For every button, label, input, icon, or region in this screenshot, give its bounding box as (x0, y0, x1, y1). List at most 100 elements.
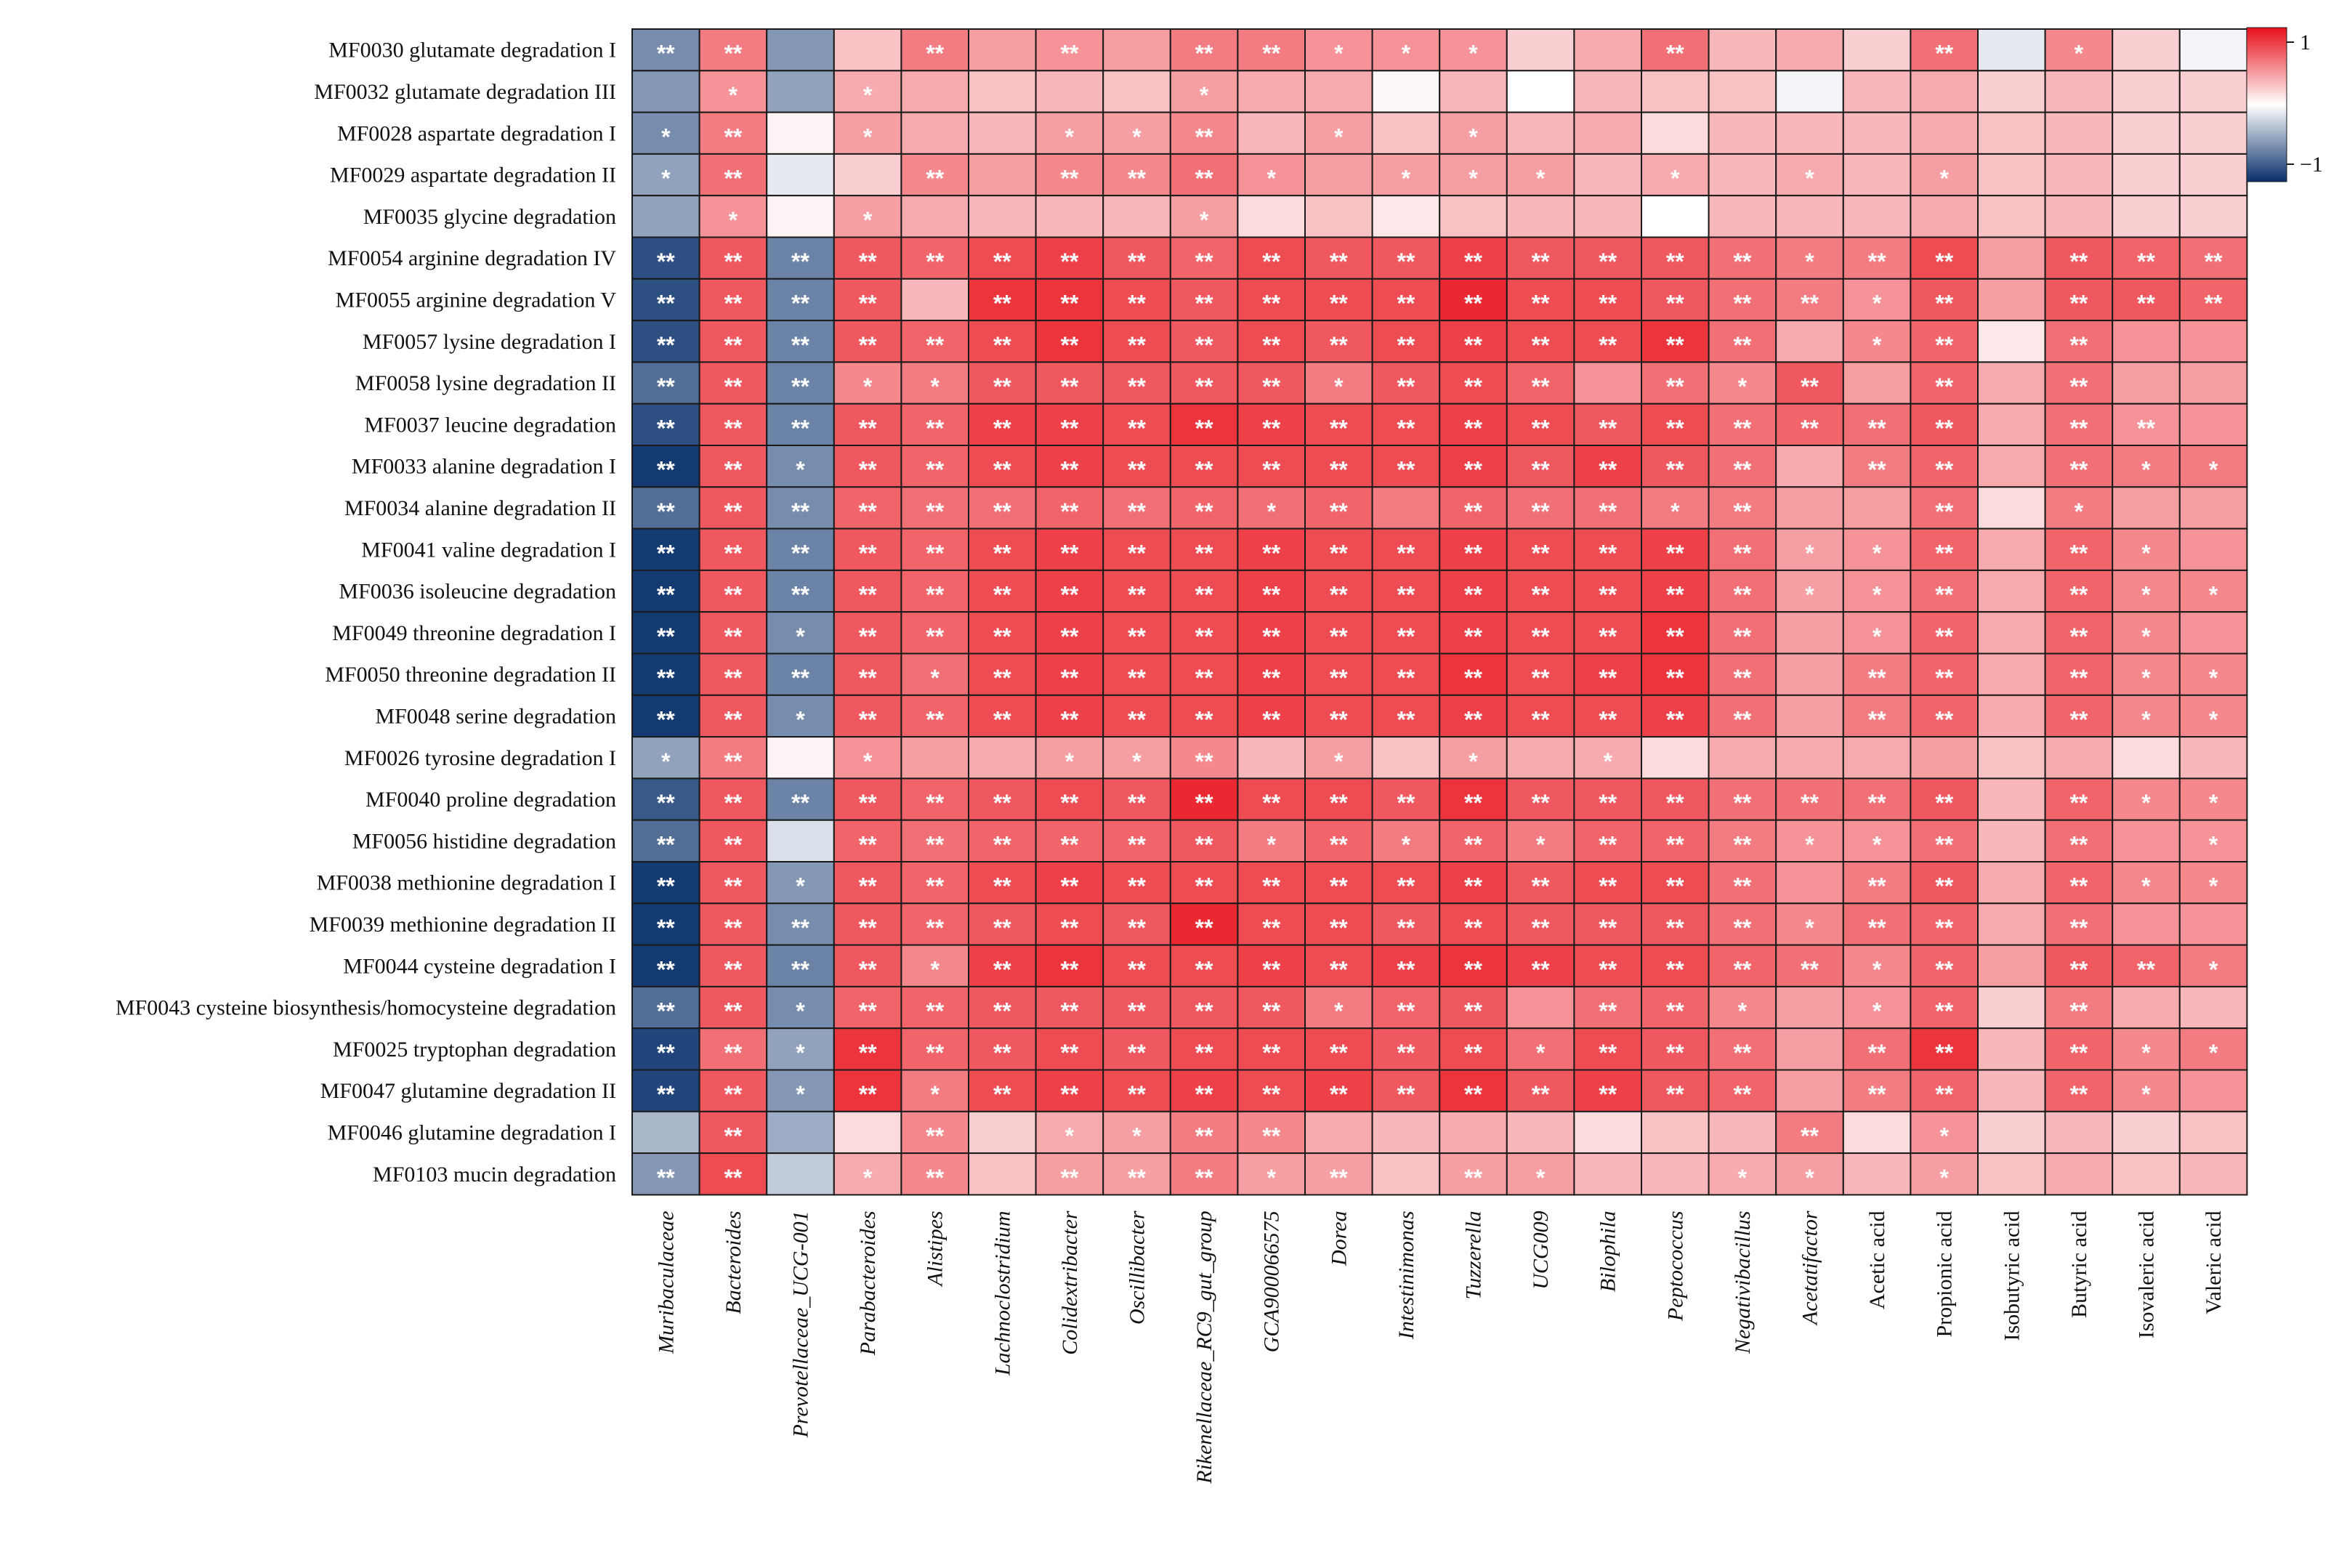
significance-marker: ** (1666, 248, 1684, 275)
heatmap-cell (968, 153, 1037, 197)
heatmap-cell (1237, 819, 1306, 862)
significance-marker: ** (1532, 332, 1550, 358)
heatmap-cell (900, 320, 970, 363)
heatmap-cell (1573, 1110, 1642, 1155)
heatmap-cell (1102, 320, 1171, 363)
significance-marker: ** (1195, 1123, 1213, 1149)
significance-marker: ** (859, 998, 877, 1025)
column-label: Isobutyric acid (2000, 1211, 2024, 1341)
heatmap-cell (1775, 361, 1844, 405)
heatmap-cell (1169, 736, 1239, 780)
significance-marker: * (796, 457, 805, 483)
heatmap-cell (1304, 486, 1373, 530)
significance-marker: ** (1330, 873, 1348, 900)
heatmap-cell (833, 361, 902, 405)
significance-marker: ** (1935, 248, 1953, 275)
heatmap-cell (1304, 528, 1373, 571)
heatmap-cell (1977, 445, 2046, 488)
significance-marker: ** (993, 457, 1011, 483)
significance-marker: ** (1935, 665, 1953, 691)
significance-marker: ** (1532, 415, 1550, 441)
significance-marker: * (1671, 498, 1680, 525)
heatmap-cell (1439, 111, 1508, 155)
heatmap-cell (1977, 28, 2046, 72)
heatmap-cell (1169, 528, 1239, 571)
row-label: MF0049 threonine degradation I (332, 621, 616, 645)
heatmap-cell (1371, 861, 1441, 905)
heatmap-cell (1708, 902, 1777, 946)
heatmap-cell (1035, 361, 1104, 405)
significance-marker: ** (1599, 831, 1617, 857)
significance-marker: * (1738, 373, 1748, 400)
significance-marker: * (796, 998, 805, 1025)
heatmap-cell (1641, 1110, 1710, 1155)
significance-marker: ** (1532, 498, 1550, 525)
significance-marker: ** (1599, 706, 1617, 732)
significance-marker: ** (1195, 873, 1213, 900)
heatmap-cell (1910, 902, 1979, 946)
significance-marker: ** (1666, 790, 1684, 816)
column-label: Negativibacillus (1731, 1211, 1755, 1354)
significance-marker: ** (1666, 373, 1684, 400)
heatmap-cell (1708, 445, 1777, 488)
significance-marker: * (1805, 540, 1814, 566)
heatmap-cell (1910, 1152, 1979, 1196)
heatmap-cell (1035, 195, 1104, 238)
significance-marker: * (2209, 665, 2218, 691)
significance-marker: * (1536, 1040, 1546, 1066)
significance-marker: ** (1666, 582, 1684, 608)
significance-marker: ** (657, 623, 675, 650)
heatmap-cell (2112, 1069, 2181, 1112)
significance-marker: * (1738, 998, 1748, 1025)
heatmap-cell (1775, 777, 1844, 821)
heatmap-cell (2178, 694, 2248, 738)
heatmap-cell (1573, 694, 1642, 738)
heatmap-cell (1439, 694, 1508, 738)
heatmap-cell (1842, 777, 1912, 821)
heatmap-cell (1708, 985, 1777, 1030)
heatmap-cell (1842, 902, 1912, 946)
heatmap-cell (2178, 486, 2248, 530)
column-label: Dorea (1327, 1211, 1351, 1266)
heatmap-cell (766, 28, 835, 72)
heatmap-cell (1506, 736, 1575, 780)
significance-marker: ** (724, 915, 742, 941)
heatmap-cell (900, 736, 970, 780)
significance-marker: ** (657, 873, 675, 900)
significance-marker: ** (2069, 290, 2088, 316)
significance-marker: ** (1060, 873, 1078, 900)
heatmap-cell (1371, 819, 1441, 862)
column-label: Alistipes (924, 1211, 948, 1287)
significance-marker: * (2075, 498, 2084, 525)
heatmap-cell (968, 236, 1037, 280)
heatmap-cell (631, 153, 700, 197)
heatmap-cell (698, 153, 768, 197)
significance-marker: ** (1868, 1081, 1886, 1107)
heatmap-cell (766, 652, 835, 696)
heatmap-cell (900, 153, 970, 197)
significance-marker: ** (791, 290, 809, 316)
heatmap-cell (1304, 1152, 1373, 1196)
significance-marker: ** (724, 998, 742, 1025)
heatmap-cell (833, 1110, 902, 1155)
significance-marker: ** (1532, 540, 1550, 566)
heatmap-cell (1102, 70, 1171, 113)
heatmap-cell (766, 861, 835, 905)
significance-marker: * (1805, 582, 1814, 608)
significance-marker: ** (1599, 415, 1617, 441)
significance-marker: ** (1666, 956, 1684, 982)
significance-marker: ** (1733, 873, 1751, 900)
heatmap-cell (1977, 1069, 2046, 1112)
heatmap-cell (1775, 1027, 1844, 1071)
significance-marker: ** (1464, 332, 1482, 358)
heatmap-cell (1371, 111, 1441, 155)
significance-marker: * (930, 665, 940, 691)
heatmap-cell (968, 111, 1037, 155)
significance-marker: ** (1128, 790, 1146, 816)
heatmap-cell (1775, 70, 1844, 113)
significance-marker: ** (1330, 540, 1348, 566)
significance-marker: ** (1868, 415, 1886, 441)
significance-marker: ** (791, 915, 809, 941)
heatmap-cell (631, 236, 700, 280)
heatmap-cell (2112, 985, 2181, 1030)
